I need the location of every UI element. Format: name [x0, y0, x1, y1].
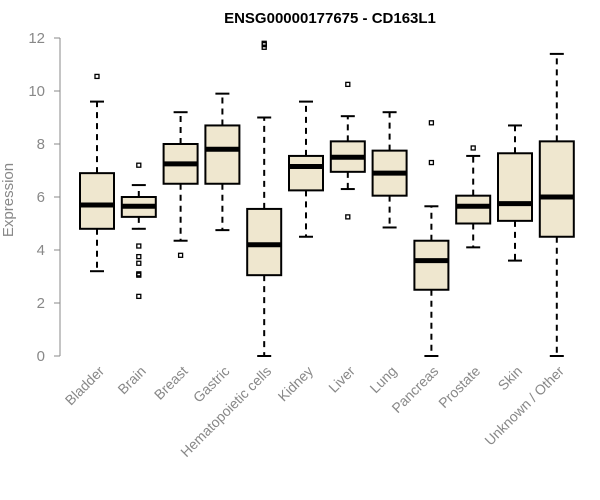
y-tick-label: 2 [37, 295, 45, 312]
iqr-box [497, 152, 533, 222]
boxes [79, 40, 575, 357]
x-tick-label: Lung [366, 363, 399, 396]
outlier-point [136, 293, 142, 300]
box-lung [371, 111, 408, 229]
box-breast [162, 111, 199, 258]
y-tick-label: 8 [37, 136, 45, 153]
y-axis-label: Expression [0, 163, 17, 237]
iqr-box [455, 194, 492, 225]
y-tick-label: 6 [37, 189, 45, 206]
box-kidney [288, 100, 324, 238]
y-tick-label: 10 [28, 83, 45, 100]
iqr-box [246, 207, 283, 277]
x-tick-label: Prostate [435, 363, 483, 411]
box-bladder [79, 73, 115, 273]
outlier-point [136, 260, 142, 266]
box-brain [120, 162, 157, 300]
outlier-point [428, 159, 435, 166]
outlier-point [136, 243, 142, 249]
x-tick-label: Breast [151, 363, 191, 403]
box-prostate [455, 145, 492, 249]
y-tick-label: 12 [28, 30, 45, 47]
x-tick-label: Kidney [275, 363, 317, 405]
x-tick-label: Liver [325, 363, 358, 396]
iqr-box [204, 124, 241, 185]
outlier-point [345, 81, 351, 88]
outlier-point [470, 145, 476, 151]
iqr-box [288, 154, 324, 192]
box-gastric [204, 92, 241, 232]
outlier-point [136, 253, 142, 260]
x-tick-label: Skin [495, 363, 526, 394]
iqr-box [538, 140, 575, 238]
box-pancreas [413, 120, 450, 357]
box-liver [329, 81, 366, 220]
chart-title: ENSG00000177675 - CD163L1 [224, 10, 436, 27]
x-tick-label: Bladder [62, 363, 108, 409]
x-tick-label: Unknown / Other [481, 363, 567, 449]
outlier-point [136, 162, 142, 168]
outlier-point [428, 120, 435, 126]
iqr-box [413, 239, 450, 291]
y-tick-label: 4 [37, 242, 45, 259]
outlier-point [94, 73, 100, 80]
iqr-box [79, 172, 115, 230]
outlier-point [261, 41, 267, 48]
x-tick-label: Brain [114, 363, 148, 397]
y-tick-label: 0 [37, 348, 45, 365]
box-skin [497, 124, 533, 262]
outlier-point [345, 214, 351, 220]
outlier-point [136, 272, 142, 278]
axes: 0 2 4 6 8 10 12 [28, 30, 61, 365]
outlier-point [177, 252, 184, 258]
box-hematopoietic-cells [246, 40, 283, 357]
box-unknown-other [538, 52, 575, 357]
outlier-point [261, 44, 267, 50]
